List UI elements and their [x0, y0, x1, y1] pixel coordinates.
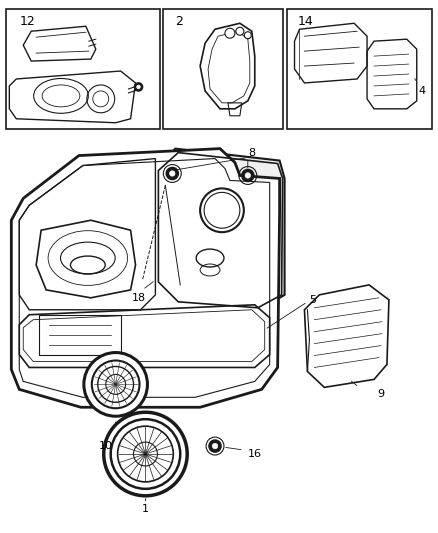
- Text: 10: 10: [99, 441, 113, 451]
- Text: 8: 8: [248, 148, 255, 158]
- Circle shape: [170, 171, 175, 176]
- Circle shape: [236, 27, 244, 35]
- Text: 18: 18: [131, 293, 145, 303]
- Circle shape: [200, 188, 244, 232]
- Text: 9: 9: [378, 389, 385, 399]
- Circle shape: [134, 442, 157, 466]
- Circle shape: [104, 412, 187, 496]
- Polygon shape: [11, 149, 279, 407]
- Text: 2: 2: [175, 15, 183, 28]
- FancyBboxPatch shape: [7, 10, 160, 129]
- Circle shape: [134, 83, 142, 91]
- Circle shape: [242, 169, 254, 181]
- Text: 12: 12: [19, 15, 35, 28]
- Circle shape: [245, 173, 251, 178]
- Circle shape: [137, 85, 140, 88]
- FancyBboxPatch shape: [163, 10, 283, 129]
- Text: 16: 16: [248, 449, 262, 459]
- Circle shape: [212, 443, 218, 449]
- Circle shape: [84, 352, 148, 416]
- Circle shape: [106, 375, 126, 394]
- Polygon shape: [304, 285, 389, 387]
- Text: 1: 1: [142, 504, 149, 514]
- Circle shape: [166, 167, 178, 180]
- Circle shape: [244, 32, 251, 39]
- Circle shape: [209, 440, 221, 452]
- Ellipse shape: [60, 242, 115, 274]
- Text: 5: 5: [309, 295, 316, 305]
- Circle shape: [225, 28, 235, 38]
- Polygon shape: [155, 149, 285, 310]
- FancyBboxPatch shape: [286, 10, 431, 129]
- Text: 14: 14: [297, 15, 313, 28]
- Text: 4: 4: [419, 86, 426, 96]
